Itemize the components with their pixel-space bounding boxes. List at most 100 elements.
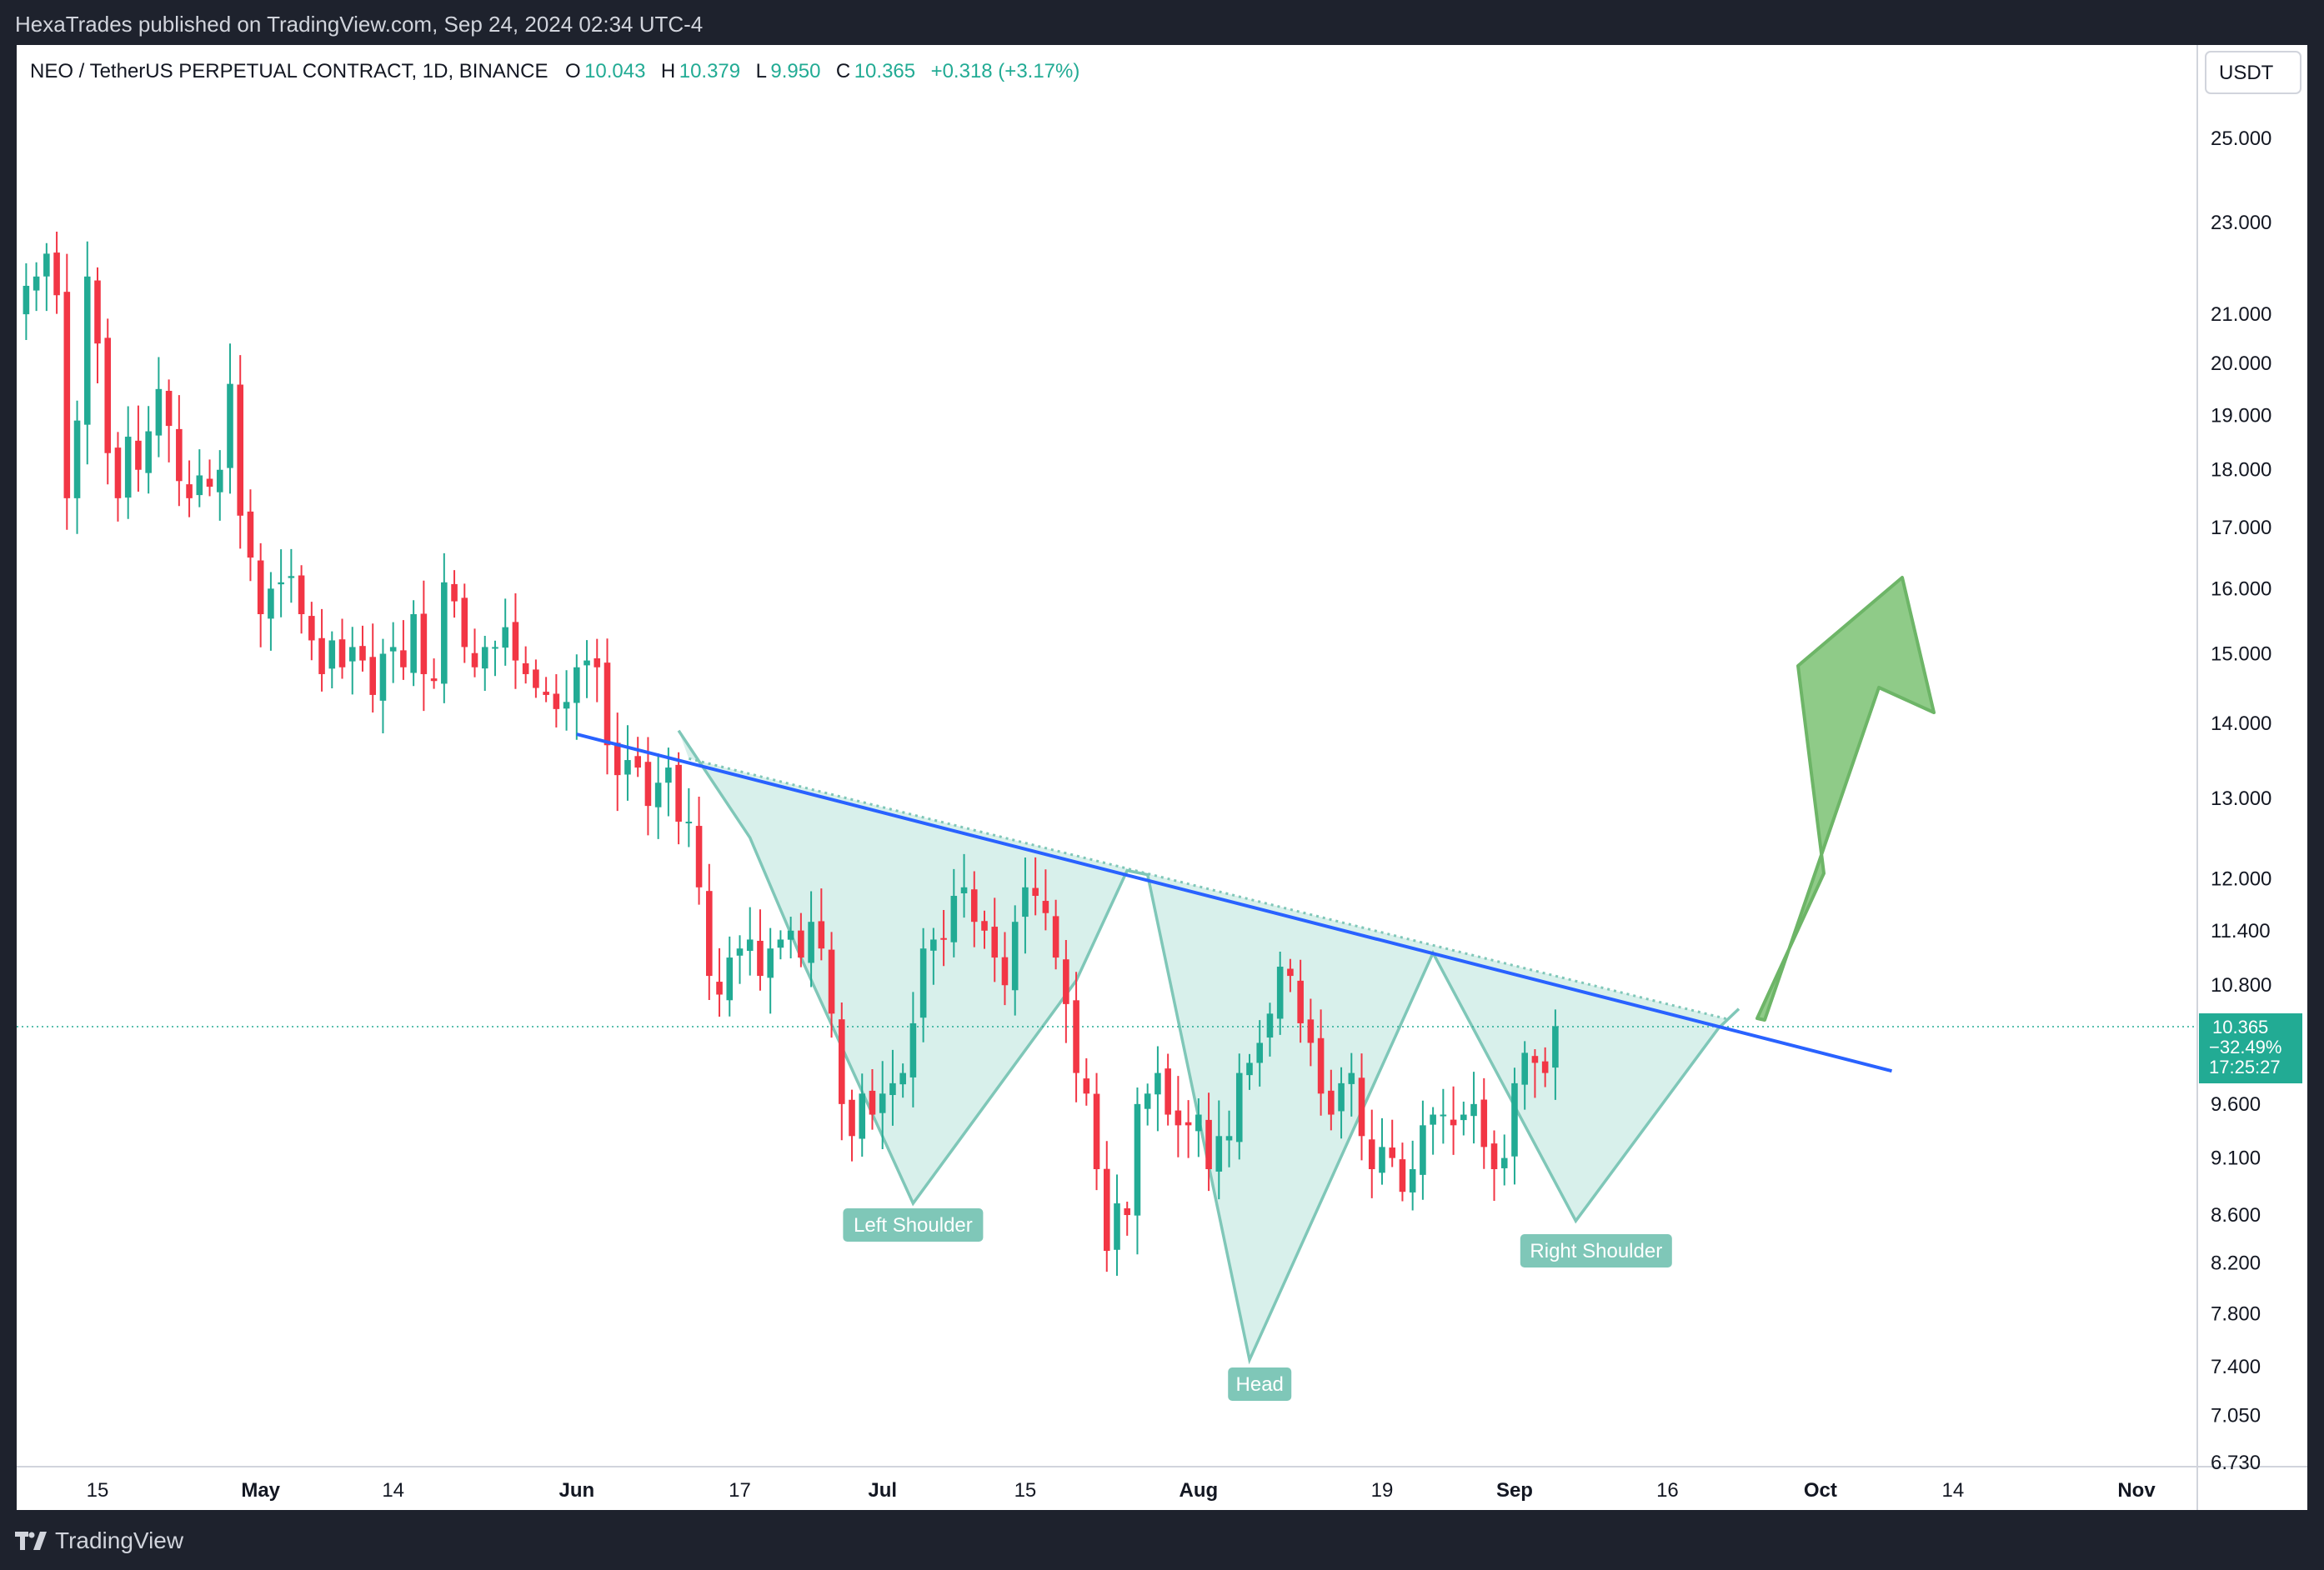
candle [1358,1053,1365,1161]
label-right-shoulder[interactable]: Right Shoulder [1520,1234,1672,1268]
candle [1399,1142,1406,1202]
candle [553,674,560,728]
candle [1297,959,1304,1043]
candle [1001,932,1009,1006]
candle [798,912,804,968]
candle [634,737,641,778]
candle [278,549,284,618]
candle [206,459,213,497]
candle [1276,951,1284,1035]
last-price-change: −32.49% [2209,1037,2281,1058]
candle [237,355,244,549]
candle [379,638,387,733]
label-head-text: Head [1236,1373,1284,1396]
candle [1205,1092,1212,1192]
price-tick: 12.000 [2211,868,2271,891]
time-axis[interactable]: 15 May 14 Jun 17 Jul 15 Aug 19 Sep 16 Oct 14 Nov [87,1479,2156,1502]
candle [43,242,50,312]
tradingview-logo[interactable]: TradingView [15,1527,183,1555]
candle [1511,1068,1518,1185]
publish-bar: HexaTrades published on TradingView.com,… [0,0,2324,45]
candle [1093,1072,1100,1191]
price-tick: 20.000 [2211,352,2271,375]
candle [1328,1069,1335,1131]
candle [981,910,988,949]
candle [104,318,112,485]
candle [155,357,163,458]
candle [654,753,662,839]
candle [1317,1009,1325,1116]
candle [216,450,223,521]
candle [318,608,325,692]
price-tick: 7.050 [2211,1405,2261,1428]
candle [1430,1107,1436,1155]
candle [1165,1053,1171,1126]
price-tick: 7.800 [2211,1302,2261,1325]
candle [859,1073,866,1158]
time-tick: 19 [1371,1479,1394,1502]
tradingview-wordmark: TradingView [55,1528,184,1553]
price-axis[interactable]: 25.000 23.000 21.000 20.000 19.000 18.000 17.0… [2211,128,2271,1474]
candle [1175,1076,1182,1158]
chart-frame[interactable] [17,45,2307,1510]
candle [584,640,590,698]
label-left-shoulder-text: Left Shoulder [854,1214,973,1237]
candle [471,628,478,678]
price-tick: 15.000 [2211,642,2271,665]
label-left-shoulder[interactable]: Left Shoulder [843,1208,984,1242]
candle [1134,1087,1141,1255]
candle [451,570,458,618]
breakout-arrow[interactable] [1756,576,1936,1022]
candle [777,930,784,960]
bar-countdown: 17:25:27 [2209,1057,2281,1078]
candle [1073,972,1079,1102]
candle [176,395,183,507]
last-price: 10.365 [2212,1017,2268,1038]
candle [1389,1119,1396,1168]
candle [1531,1049,1539,1098]
candle [135,405,142,492]
footer-bar: TradingView [0,1510,2324,1570]
price-tick: 8.600 [2211,1204,2261,1227]
candle [268,572,274,651]
price-tick: 17.000 [2211,517,2271,539]
candle [124,406,132,519]
candle [1215,1100,1223,1200]
price-tick: 13.000 [2211,788,2271,810]
candle [83,241,91,465]
candle [563,670,570,731]
label-head[interactable]: Head [1228,1368,1292,1401]
time-tick: 15 [87,1479,109,1502]
time-tick: 15 [1014,1479,1037,1502]
candle [1338,1067,1345,1139]
price-tick: 8.200 [2211,1252,2261,1275]
currency-button[interactable]: USDT [2205,51,2301,94]
candle [706,863,713,1001]
time-tick: 17 [729,1479,751,1502]
candle [1287,958,1294,992]
descending-trendline[interactable] [576,732,1892,1073]
candle [1256,1020,1264,1087]
legend-open-label: O [565,60,581,82]
legend-close: 10.365 [854,60,915,82]
candle [1480,1078,1488,1169]
price-tick: 11.400 [2211,920,2271,942]
price-tick: 18.000 [2211,459,2271,482]
candle [227,343,233,494]
candle [441,552,448,703]
candle [186,460,193,518]
candle [1042,869,1049,931]
time-tick: Jun [558,1479,594,1502]
legend-open: 10.043 [584,60,645,82]
candle [767,928,774,1014]
candle [1225,1110,1233,1168]
candle [869,1068,876,1130]
legend-close-label: C [836,60,850,82]
candle [359,625,366,672]
candle [1032,857,1039,916]
candle [1348,1052,1355,1117]
legend-change: +0.318 (+3.17%) [931,60,1080,82]
candle [573,654,580,740]
candle [1470,1072,1477,1144]
